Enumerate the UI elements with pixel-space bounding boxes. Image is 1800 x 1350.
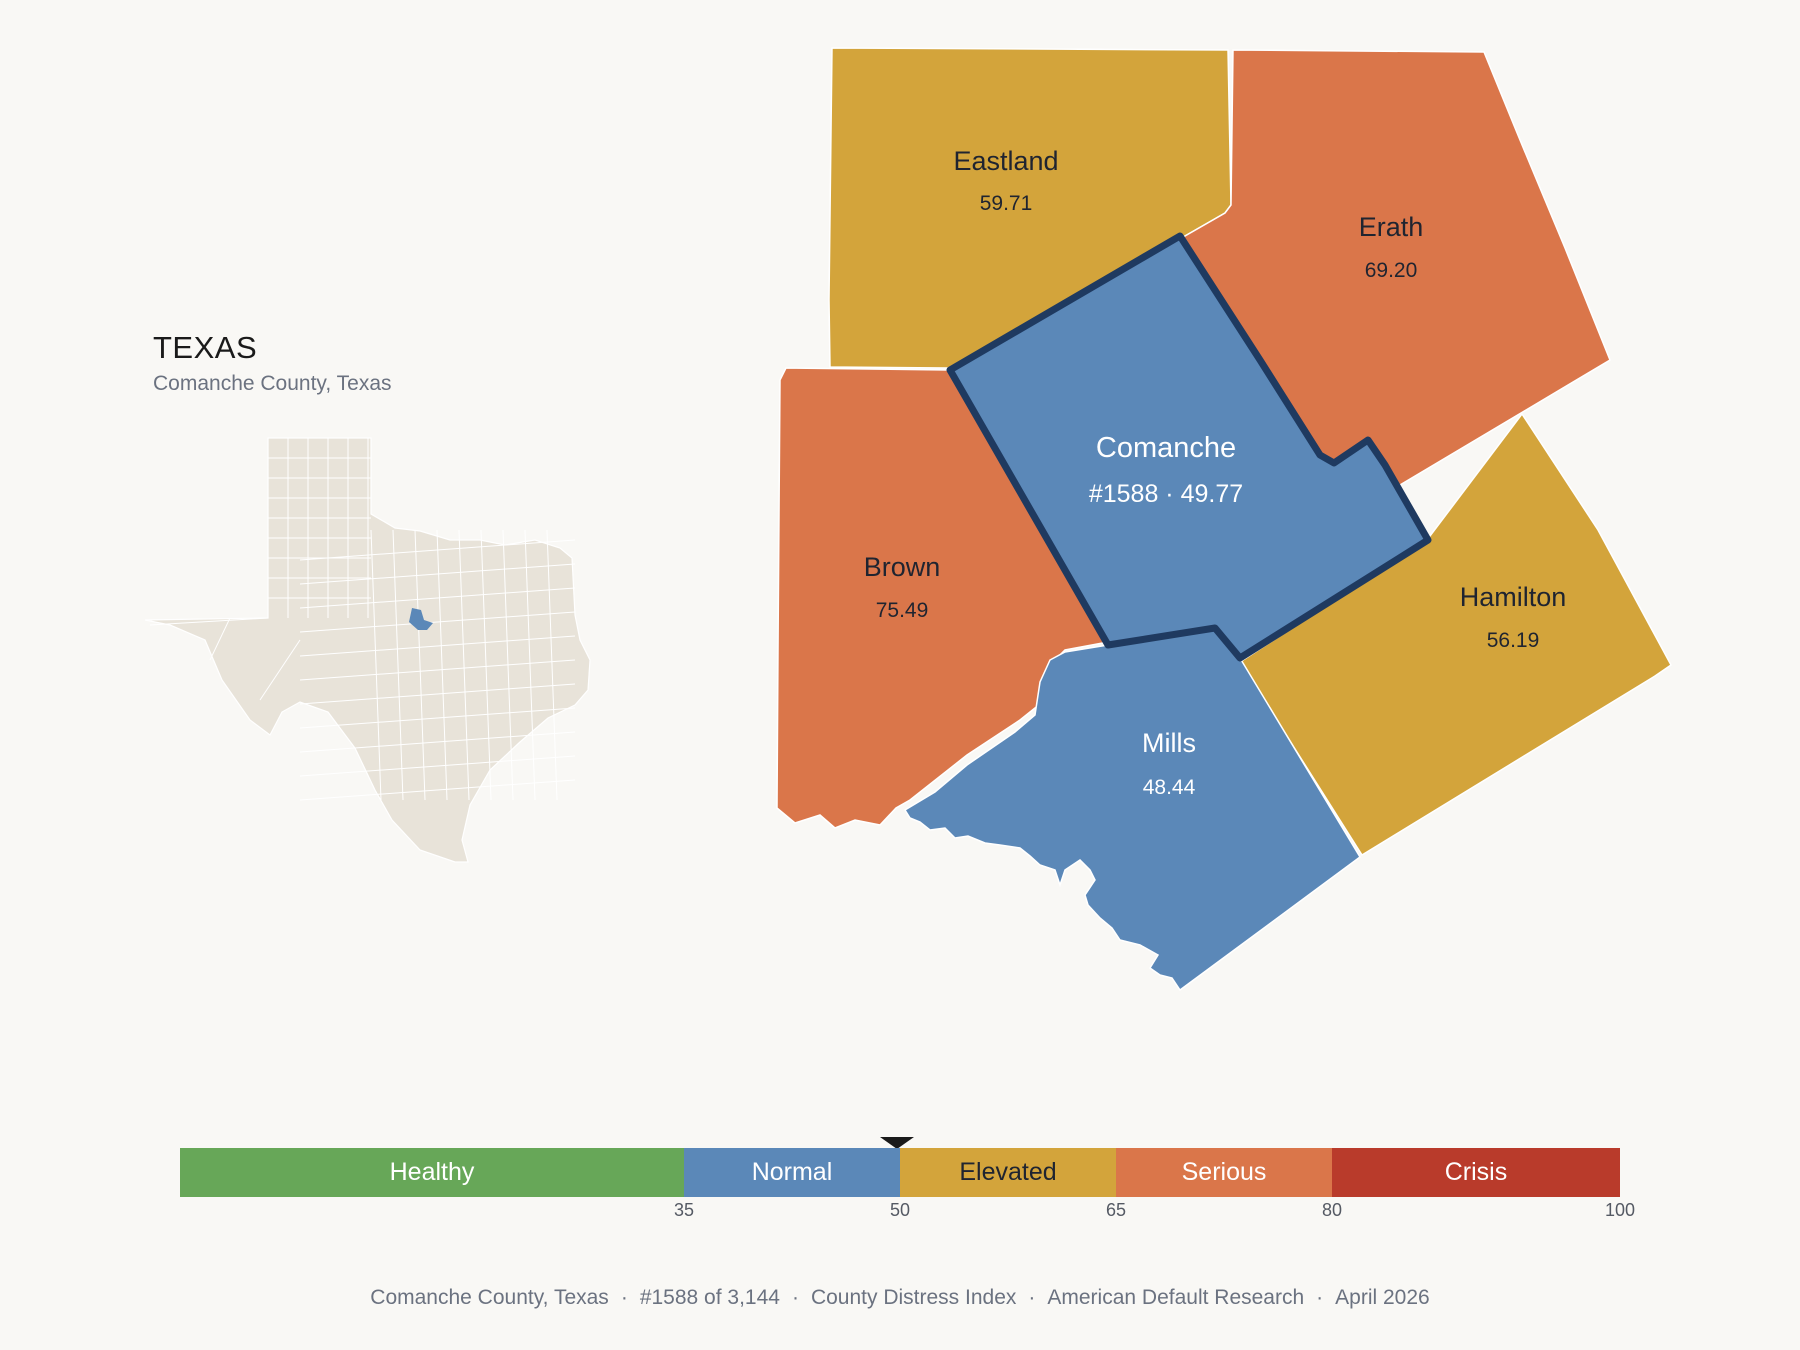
footer-date: April 2026 (1335, 1286, 1430, 1309)
footer-index-name: County Distress Index (810, 1286, 1017, 1309)
texas-outline (144, 437, 591, 863)
county-label-eastland: Eastland (953, 146, 1058, 176)
county-value-eastland: 59.71 (980, 192, 1033, 215)
county-value-erath: 69.20 (1365, 259, 1418, 282)
legend-segment-serious: Serious (1116, 1148, 1332, 1197)
county-comanche[interactable] (946, 232, 1432, 662)
texas-county-grid (149, 438, 576, 801)
legend-segment-crisis: Crisis (1332, 1148, 1620, 1197)
county-mills[interactable] (903, 627, 1361, 992)
legend-tick: 50 (889, 1200, 911, 1220)
county-value-brown: 75.49 (876, 599, 929, 622)
texas-inset (144, 437, 591, 863)
legend-segment-elevated: Elevated (900, 1148, 1116, 1197)
legend-segment-healthy: Healthy (180, 1148, 684, 1197)
footer-separator: · (620, 1286, 628, 1309)
legend-tick: 100 (1604, 1200, 1636, 1220)
county-label-comanche: Comanche (1096, 432, 1236, 464)
county-value-comanche: #1588 · 49.77 (1089, 480, 1243, 508)
legend-tick: 80 (1321, 1200, 1343, 1220)
footer-county: Comanche County, Texas (370, 1286, 609, 1309)
footer-source: American Default Research (1047, 1286, 1305, 1309)
legend-tick: 65 (1105, 1200, 1127, 1220)
county-value-hamilton: 56.19 (1487, 629, 1540, 652)
distress-legend-bar: Healthy Normal Elevated Serious Crisis (180, 1148, 1620, 1197)
county-label-brown: Brown (864, 552, 941, 582)
footer-caption: Comanche County, Texas · #1588 of 3,144 · Co… (0, 1286, 1800, 1310)
state-subtitle: Comanche County, Texas (153, 372, 392, 395)
county-brown[interactable] (776, 367, 1110, 829)
legend-tick: 35 (673, 1200, 695, 1220)
county-value-mills: 48.44 (1143, 776, 1196, 799)
inset-selected-county (409, 608, 433, 630)
legend-marker (879, 1137, 914, 1149)
state-title: TEXAS (153, 330, 258, 365)
county-label-mills: Mills (1142, 728, 1196, 758)
county-label-hamilton: Hamilton (1460, 582, 1567, 612)
footer-separator: · (1028, 1286, 1036, 1309)
footer-rank: #1588 of 3,144 (639, 1286, 780, 1309)
footer-separator: · (1316, 1286, 1324, 1309)
county-label-erath: Erath (1359, 212, 1424, 242)
legend-segment-normal: Normal (684, 1148, 900, 1197)
footer-separator: · (791, 1286, 799, 1309)
